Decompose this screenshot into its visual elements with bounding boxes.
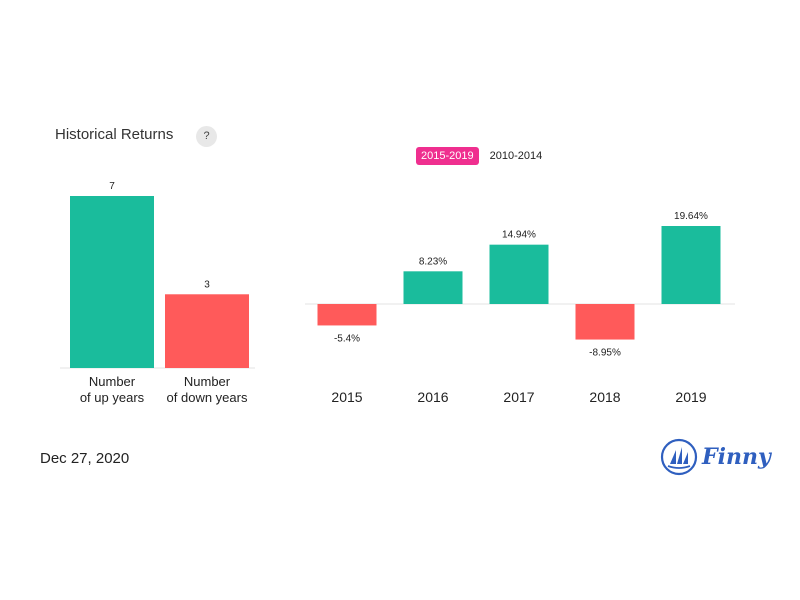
down-years-bar[interactable] xyxy=(165,294,249,368)
chart-title: Historical Returns xyxy=(55,126,174,143)
year-tick-label: 2018 xyxy=(589,389,620,405)
tab-2015-2019[interactable]: 2015-2019 xyxy=(416,147,479,165)
return-value-label: 14.94% xyxy=(502,230,536,241)
category-label: Number xyxy=(89,374,136,389)
year-tick-label: 2019 xyxy=(675,389,706,405)
return-bar-2019[interactable] xyxy=(661,226,721,304)
category-label: of up years xyxy=(80,390,145,405)
up-years-bar[interactable] xyxy=(70,196,154,368)
return-bar-2017[interactable] xyxy=(489,244,549,304)
return-value-label: 19.64% xyxy=(674,211,708,222)
category-label: of down years xyxy=(167,390,248,405)
bar-value-label: 3 xyxy=(204,279,210,290)
year-tick-label: 2016 xyxy=(417,389,448,405)
as-of-date: Dec 27, 2020 xyxy=(40,450,130,467)
category-label: Number xyxy=(184,374,231,389)
return-value-label: 8.23% xyxy=(419,256,447,267)
year-tick-label: 2015 xyxy=(331,389,362,405)
return-bar-2018[interactable] xyxy=(575,304,635,340)
annual-returns-chart: -5.4% 2015 8.23% 2016 14.94% 2017 -8.95% 2018 19… xyxy=(305,211,735,405)
period-tabs: 2015-2019 2010-2014 xyxy=(416,147,547,165)
finny-logo[interactable]: Finny xyxy=(660,438,771,476)
bar-value-label: 7 xyxy=(109,181,115,192)
return-value-label: -5.4% xyxy=(334,333,360,344)
return-value-label: -8.95% xyxy=(589,348,621,359)
year-tick-label: 2017 xyxy=(503,389,534,405)
sailboat-icon xyxy=(660,438,698,476)
return-bar-2016[interactable] xyxy=(403,271,463,304)
brand-name: Finny xyxy=(702,444,771,470)
help-button[interactable]: ? xyxy=(196,126,217,147)
return-bar-2015[interactable] xyxy=(317,304,377,326)
tab-2010-2014[interactable]: 2010-2014 xyxy=(489,150,543,162)
